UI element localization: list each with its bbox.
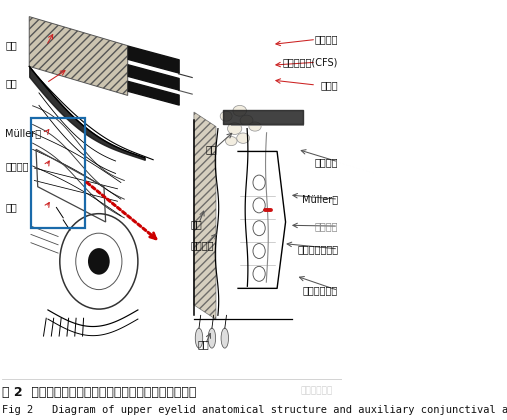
Polygon shape [29, 17, 128, 95]
Ellipse shape [221, 328, 229, 348]
Circle shape [253, 244, 265, 258]
Text: 睑板: 睑板 [6, 202, 17, 213]
Circle shape [88, 248, 110, 275]
Text: 联合筋膜鞘(CFS): 联合筋膜鞘(CFS) [283, 57, 338, 67]
Ellipse shape [228, 123, 242, 134]
Ellipse shape [237, 133, 249, 143]
Text: Fig 2   Diagram of upper eyelid anatomical structure and auxiliary conjunctival : Fig 2 Diagram of upper eyelid anatomical… [2, 405, 507, 415]
Text: 睑板及睑板腺: 睑板及睑板腺 [303, 286, 338, 295]
Ellipse shape [226, 136, 237, 146]
Circle shape [253, 266, 265, 281]
Text: 结膜面入路层次: 结膜面入路层次 [297, 244, 338, 254]
Ellipse shape [240, 115, 253, 126]
Text: 脂肪: 脂肪 [206, 144, 218, 155]
Circle shape [253, 198, 265, 213]
Ellipse shape [233, 105, 246, 116]
Text: 上直肌: 上直肌 [320, 80, 338, 90]
Ellipse shape [195, 328, 203, 348]
Text: 皮肤: 皮肤 [191, 219, 202, 229]
Text: Müller肌: Müller肌 [6, 128, 42, 138]
Text: 上睑提肌: 上睑提肌 [315, 34, 338, 45]
Circle shape [253, 175, 265, 190]
Text: 图 2  上睑解剖结构示意图及辅助结膜面入路层次示意图: 图 2 上睑解剖结构示意图及辅助结膜面入路层次示意图 [2, 386, 196, 399]
Ellipse shape [220, 111, 232, 121]
Text: 皮肤: 皮肤 [6, 41, 17, 51]
Text: 上睑提肌: 上睑提肌 [315, 157, 338, 167]
Circle shape [253, 221, 265, 236]
Text: 眼轮匝肌: 眼轮匝肌 [191, 240, 214, 250]
Text: 中华整形外科: 中华整形外科 [301, 386, 333, 395]
Ellipse shape [249, 122, 261, 131]
Text: 毛囊: 毛囊 [197, 339, 209, 349]
Text: 上睑结膜: 上睑结膜 [315, 221, 338, 231]
Text: 额肌: 额肌 [6, 78, 17, 88]
Text: 上睑结膜: 上睑结膜 [6, 161, 29, 171]
Ellipse shape [208, 328, 215, 348]
Polygon shape [194, 112, 216, 320]
Text: Müller肌: Müller肌 [302, 194, 338, 204]
Bar [31, 118, 85, 228]
